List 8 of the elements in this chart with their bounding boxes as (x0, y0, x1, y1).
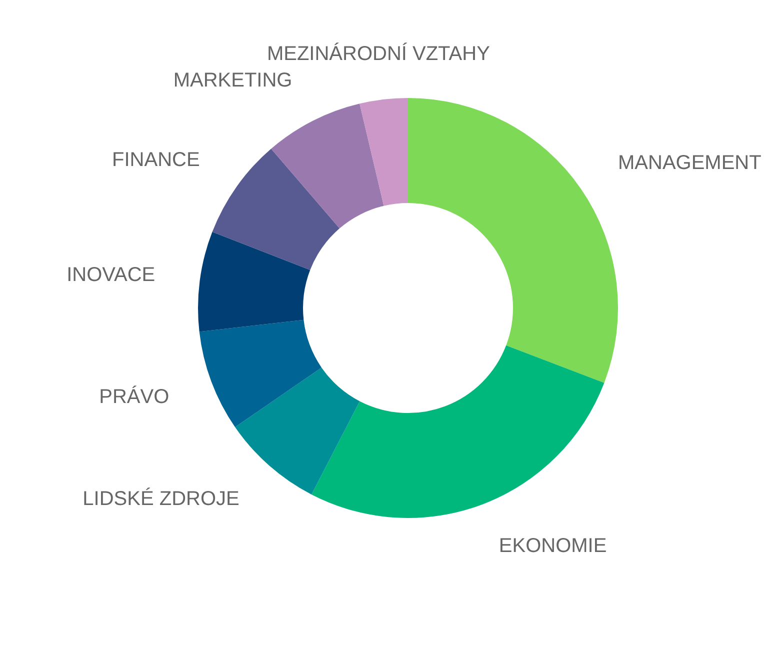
slice-label: FINANCE (112, 149, 200, 172)
slice-label: MEZINÁRODNÍ VZTAHY (266, 42, 490, 66)
slice-label: LIDSKÉ ZDROJE (82, 486, 240, 510)
slice-label: PRÁVO (99, 384, 170, 408)
slice-label: EKONOMIE (498, 534, 607, 557)
slice-label: MANAGEMENT (618, 152, 762, 174)
slice-label: INOVACE (66, 264, 156, 286)
slice-label: MARKETING (173, 69, 292, 92)
